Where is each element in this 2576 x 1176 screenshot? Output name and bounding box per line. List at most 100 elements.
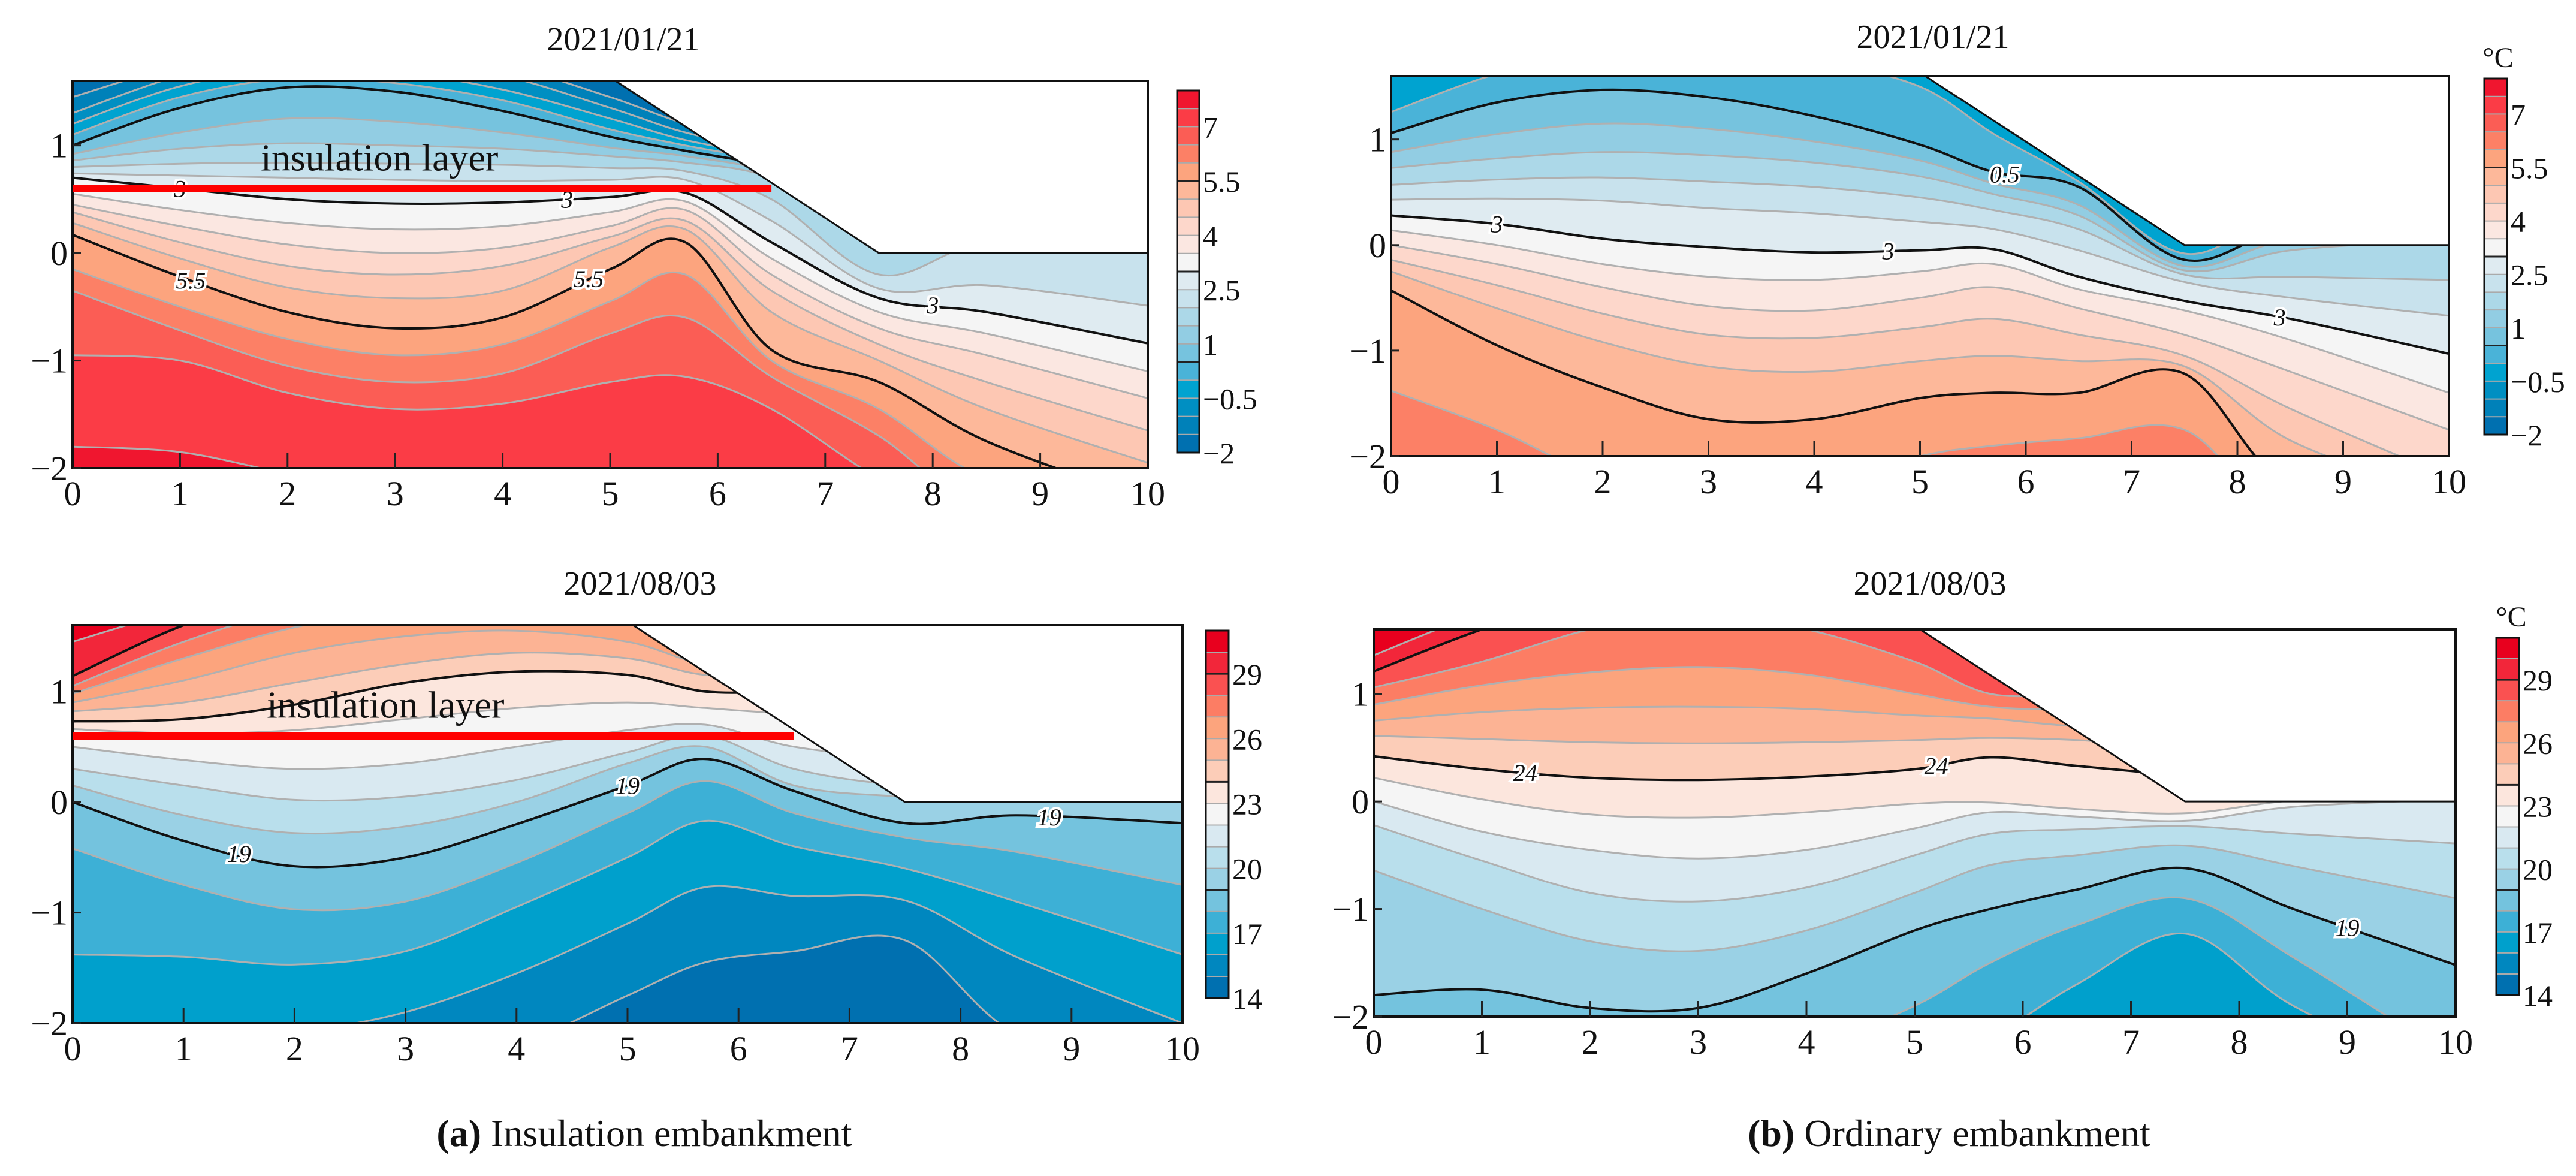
colorbar-frame: [2483, 77, 2508, 436]
x-tick-label: 1: [1488, 462, 1506, 501]
contour-line: [1391, 176, 2449, 281]
colorbar-band: [1206, 933, 1229, 955]
caption-a: (a) Insulation embankment: [436, 1112, 852, 1154]
colorbar-band: [2484, 381, 2507, 400]
y-tick-label: −1: [31, 342, 68, 381]
colorbar-band: [2496, 743, 2519, 764]
colorbar-tick-label: 4: [2511, 205, 2526, 239]
colorbar-band: [1206, 760, 1229, 782]
colorbar-tick-label: −0.5: [1203, 382, 1257, 415]
colorbar-band: [1177, 126, 1199, 146]
x-tick-label: 3: [1690, 1023, 1707, 1062]
colorbar-band: [2484, 363, 2507, 382]
colorbar-band: [1177, 290, 1199, 308]
colorbar-band: [1206, 717, 1229, 739]
colorbar-band: [1177, 181, 1199, 200]
colorbar-tick-label: 17: [2523, 916, 2553, 949]
colorbar-band: [1177, 253, 1199, 272]
major-contour-line: [1391, 88, 2449, 262]
colorbar-tick-label: 23: [1232, 787, 1262, 821]
contour-line: [73, 192, 1148, 372]
contour-field: 3335.55.5: [73, 81, 1148, 468]
colorbar-band: [1206, 868, 1229, 891]
x-tick-label: 9: [1031, 474, 1049, 513]
y-tick-label: −2: [1349, 437, 1386, 476]
x-tick-label: 4: [1806, 462, 1823, 501]
colorbar-band: [2496, 785, 2519, 806]
contour-label: 19: [2336, 915, 2360, 942]
contour-field: 0.5 3 3 3: [1391, 76, 2449, 456]
y-tick-label: −2: [31, 1004, 68, 1043]
colorbar-band: [1177, 162, 1199, 182]
x-tick-label: 6: [730, 1029, 747, 1068]
contour-line: [1391, 244, 2449, 431]
contour-line: [73, 268, 1148, 468]
colorbar-band: [2484, 221, 2507, 239]
colorbar-band: [2484, 292, 2507, 310]
colorbar-tick-label: −0.5: [2511, 365, 2565, 399]
colorbar-band: [1206, 846, 1229, 869]
x-tick-label: 10: [1165, 1029, 1200, 1068]
caption-a-text: Insulation embankment: [481, 1112, 852, 1154]
contour-label: 19: [1037, 804, 1061, 831]
y-tick-label: 1: [50, 673, 68, 711]
major-contour-line: [1391, 289, 2449, 456]
contour-line: [73, 780, 1183, 912]
colorbar-tick-label: 20: [1232, 852, 1262, 886]
contour-line: [73, 445, 1148, 468]
caption-b-letter: (b): [1748, 1112, 1794, 1154]
colorbar-band: [2484, 96, 2507, 114]
colorbar-tick-label: 29: [1232, 658, 1262, 691]
contour-label: 3: [1882, 238, 1895, 265]
colorbar-band: [2496, 869, 2519, 891]
colorbar-band: [2484, 417, 2507, 435]
x-tick-label: 8: [2229, 462, 2246, 501]
x-tick-label: 10: [2432, 462, 2466, 501]
colorbar-band: [1177, 144, 1199, 164]
colorbar-band: [2496, 806, 2519, 828]
colorbar-band: [2496, 889, 2519, 912]
colorbar-band: [1177, 380, 1199, 399]
x-tick-label: 7: [2122, 1023, 2140, 1062]
colorbar-band: [2496, 659, 2519, 680]
y-tick-label: 0: [1352, 782, 1369, 821]
x-tick-label: 2: [1582, 1023, 1599, 1062]
colorbar-band: [2496, 931, 2519, 954]
y-tick-label: −1: [1349, 331, 1386, 370]
x-tick-label: 5: [1906, 1023, 1923, 1062]
colorbar-band: [2484, 203, 2507, 222]
contour-line: [1374, 824, 2456, 903]
insulation-layer-label: insulation layer: [267, 683, 504, 726]
x-tick-label: 0: [64, 1029, 82, 1068]
contour-field: 24 24 19: [1374, 629, 2456, 1017]
panel-title: 2021/01/21: [547, 21, 699, 58]
colorbar-band: [1206, 889, 1229, 912]
x-tick-label: 3: [387, 474, 404, 513]
colorbar-band: [2496, 701, 2519, 722]
y-tick-label: −2: [1332, 997, 1369, 1036]
colorbar-band: [2496, 910, 2519, 933]
colorbar-band: [2496, 764, 2519, 785]
contour-line: [73, 161, 1148, 277]
major-contour-line: [73, 233, 1148, 468]
x-tick-label: 4: [508, 1029, 525, 1068]
caption-b-text: Ordinary embankment: [1794, 1112, 2150, 1154]
contour-line: [1374, 777, 2456, 819]
x-tick-label: 9: [1063, 1029, 1080, 1068]
colorbar-band: [1177, 362, 1199, 381]
colorbar-tick-label: 5.5: [2511, 152, 2548, 185]
contour-band: [1374, 933, 2456, 1017]
colorbar-tick-label: 26: [2523, 726, 2553, 760]
contour-label: 5.5: [574, 266, 604, 293]
contour-label: 5.5: [176, 267, 206, 294]
x-tick-label: 1: [171, 474, 189, 513]
x-tick-label: 4: [494, 474, 511, 513]
contour-line: [73, 203, 1148, 399]
x-tick-label: 2: [1594, 462, 1612, 501]
x-tick-label: 10: [1130, 474, 1165, 513]
y-tick-label: 0: [50, 783, 68, 822]
colorbar-band: [1177, 272, 1199, 290]
x-tick-label: 4: [1798, 1023, 1815, 1062]
colorbar-band: [1206, 911, 1229, 934]
